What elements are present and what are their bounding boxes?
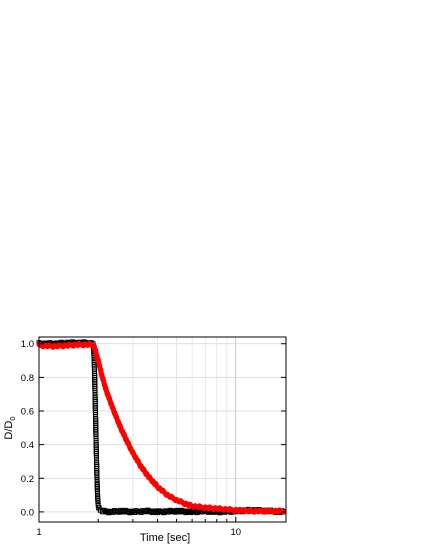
series-red-circles bbox=[36, 340, 287, 515]
ticks bbox=[39, 343, 286, 522]
y-axis-label-subscript: 0 bbox=[8, 416, 17, 420]
grid bbox=[39, 337, 286, 522]
plot-frame bbox=[38, 336, 287, 523]
y-tick-label: 0.0 bbox=[21, 507, 34, 518]
x-tick-label: 10 bbox=[230, 527, 241, 538]
tick-labels: 1 10 0.0 0.2 0.4 0.6 0.8 1.0 bbox=[21, 339, 241, 538]
y-axis-label-main: D/D bbox=[3, 421, 15, 440]
x-axis-label: Time [sec] bbox=[140, 532, 190, 544]
y-tick-label: 0.6 bbox=[21, 407, 34, 418]
y-tick-label: 1.0 bbox=[21, 339, 34, 350]
y-tick-label: 0.8 bbox=[21, 373, 34, 384]
y-axis-label: D/D0 bbox=[3, 416, 17, 439]
series-layer bbox=[36, 339, 287, 516]
y-tick-label: 0.4 bbox=[21, 440, 34, 451]
data-point bbox=[115, 509, 121, 515]
x-tick-label: 1 bbox=[36, 527, 41, 538]
y-tick-label: 0.2 bbox=[21, 474, 34, 485]
